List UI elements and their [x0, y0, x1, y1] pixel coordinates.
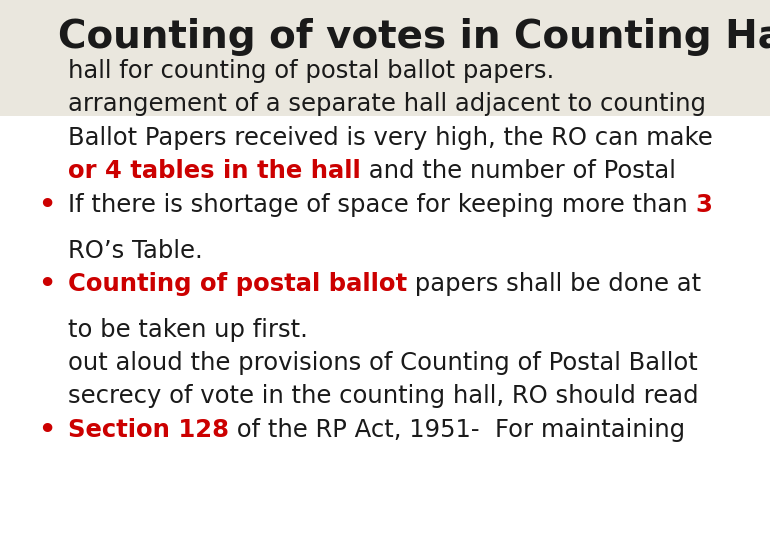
Text: secrecy of vote in the counting hall, RO should read: secrecy of vote in the counting hall, RO… [68, 384, 698, 408]
Text: •: • [38, 193, 55, 219]
Text: out aloud the provisions of Counting of Postal Ballot: out aloud the provisions of Counting of … [68, 351, 698, 375]
Text: 3: 3 [695, 193, 712, 217]
Text: to be taken up first.: to be taken up first. [68, 318, 308, 341]
Text: RO’s Table.: RO’s Table. [68, 239, 203, 262]
Bar [0, 0, 770, 116]
Text: •: • [38, 272, 55, 298]
Text: of the RP Act, 1951-  For maintaining: of the RP Act, 1951- For maintaining [229, 418, 685, 442]
Text: Counting of votes in Counting Hall: Counting of votes in Counting Hall [58, 18, 770, 56]
Text: arrangement of a separate hall adjacent to counting: arrangement of a separate hall adjacent … [68, 92, 706, 117]
Text: Ballot Papers received is very high, the RO can make: Ballot Papers received is very high, the… [68, 126, 713, 150]
Text: •: • [38, 418, 55, 444]
Text: Section 128: Section 128 [68, 418, 229, 442]
Text: If there is shortage of space for keeping more than: If there is shortage of space for keepin… [68, 193, 695, 217]
Text: or 4 tables in the hall: or 4 tables in the hall [68, 159, 361, 184]
Text: papers shall be done at: papers shall be done at [407, 272, 701, 296]
Bar [0, 116, 770, 540]
Text: and the number of Postal: and the number of Postal [361, 159, 675, 184]
Text: Counting of postal ballot: Counting of postal ballot [68, 272, 407, 296]
Text: hall for counting of postal ballot papers.: hall for counting of postal ballot paper… [68, 59, 554, 83]
